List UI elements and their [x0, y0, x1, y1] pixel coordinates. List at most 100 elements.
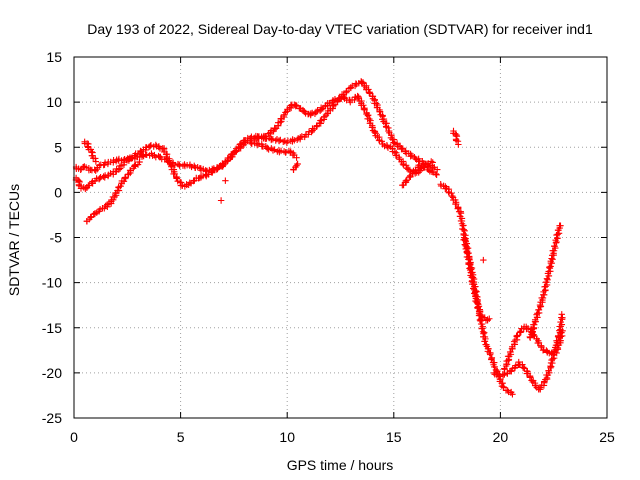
data-point [419, 163, 427, 170]
data-point [448, 192, 456, 200]
y-axis-label: SDTVAR / TECUs [6, 184, 22, 296]
series-9 [460, 234, 493, 324]
data-point [101, 159, 109, 166]
data-point [376, 108, 383, 115]
data-point [519, 361, 526, 368]
data-point [481, 338, 489, 345]
data-point [217, 197, 225, 204]
data-points [72, 78, 566, 398]
data-point [402, 177, 410, 184]
data-point [550, 354, 558, 362]
data-point [92, 158, 100, 165]
data-point [432, 170, 440, 178]
data-point [490, 369, 498, 377]
series-13 [217, 177, 487, 264]
data-point [453, 133, 461, 140]
data-point [399, 160, 407, 168]
series-12 [526, 222, 564, 341]
data-point [466, 266, 474, 274]
data-point [213, 166, 220, 173]
data-point [255, 135, 262, 142]
data-point [294, 160, 301, 168]
y-tick-label: 10 [46, 94, 62, 110]
data-point [457, 217, 465, 225]
data-point [499, 379, 506, 387]
data-point [481, 329, 488, 336]
y-tick-label: -5 [50, 230, 63, 246]
data-point [390, 139, 397, 146]
data-point [331, 95, 339, 103]
data-point [407, 153, 414, 160]
data-point [275, 137, 283, 145]
y-tick-label: -25 [42, 410, 62, 426]
y-tick-label: 5 [54, 139, 62, 155]
data-point [308, 109, 316, 117]
data-point [464, 250, 471, 257]
data-point [360, 106, 368, 113]
data-point [544, 276, 551, 283]
y-tick-label: 0 [54, 184, 62, 200]
data-point [82, 164, 90, 171]
data-point [480, 256, 487, 264]
data-point [188, 163, 195, 171]
series-1 [72, 92, 436, 193]
y-tick-label: -20 [42, 365, 62, 381]
data-point [476, 308, 483, 316]
data-point [92, 155, 99, 162]
y-tick-label: -15 [42, 320, 62, 336]
data-point [461, 227, 468, 235]
data-point [519, 364, 527, 371]
data-point [548, 255, 555, 262]
x-tick-label: 0 [70, 429, 78, 445]
data-point [429, 159, 436, 166]
data-point [478, 325, 485, 332]
data-point [384, 144, 392, 151]
data-point [378, 138, 385, 145]
series-4 [247, 139, 300, 161]
data-point [559, 327, 566, 335]
series-11 [501, 323, 566, 373]
data-point [504, 387, 511, 394]
series-3 [81, 138, 100, 165]
data-point [202, 171, 209, 179]
data-point [466, 256, 473, 264]
data-point [486, 315, 493, 322]
data-point [96, 174, 104, 182]
data-point [371, 128, 378, 136]
series-6 [399, 161, 440, 189]
data-point [455, 141, 462, 148]
x-tick-label: 20 [493, 429, 509, 445]
data-point [553, 349, 560, 357]
data-point [373, 100, 380, 107]
series-7 [450, 127, 462, 148]
data-point [368, 124, 376, 131]
data-point [137, 147, 144, 155]
data-point [462, 238, 470, 245]
data-point [462, 245, 469, 253]
data-point [136, 158, 143, 166]
data-point [255, 134, 263, 141]
data-point [477, 317, 484, 325]
data-point [87, 214, 94, 221]
data-point [469, 274, 477, 281]
data-point [434, 166, 441, 173]
data-point [546, 264, 553, 271]
data-point [454, 205, 461, 212]
data-point [499, 372, 507, 379]
data-point [360, 102, 367, 109]
data-point [509, 391, 516, 398]
data-point [558, 311, 565, 318]
data-point [402, 162, 410, 169]
data-point [408, 152, 415, 159]
x-axis-label: GPS time / hours [287, 457, 394, 473]
axis-ticks: 0 5 10 15 20 25 -25 -20 -15 -10 -5 0 5 10 15 [42, 49, 615, 445]
data-point [445, 188, 452, 196]
data-point [222, 177, 229, 184]
data-point [115, 166, 123, 173]
data-point [506, 348, 514, 356]
x-tick-label: 5 [177, 429, 185, 445]
data-point [293, 154, 300, 161]
data-point [173, 175, 181, 182]
data-point [391, 148, 399, 156]
